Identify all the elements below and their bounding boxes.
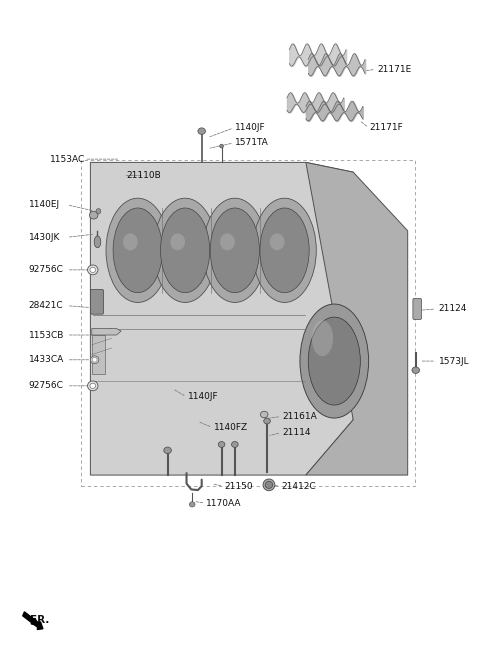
Text: 92756C: 92756C <box>29 381 64 390</box>
Ellipse shape <box>89 212 98 219</box>
Ellipse shape <box>90 356 99 364</box>
Ellipse shape <box>198 128 205 135</box>
Ellipse shape <box>231 442 238 447</box>
FancyBboxPatch shape <box>90 290 104 314</box>
Ellipse shape <box>164 447 171 453</box>
Ellipse shape <box>123 233 138 250</box>
Ellipse shape <box>260 208 309 292</box>
Text: 1571TA: 1571TA <box>235 139 269 147</box>
Ellipse shape <box>220 233 235 250</box>
Ellipse shape <box>264 418 270 424</box>
Ellipse shape <box>92 357 97 362</box>
Ellipse shape <box>253 198 316 302</box>
Text: 21110B: 21110B <box>126 171 161 180</box>
Text: 21171E: 21171E <box>377 65 411 74</box>
Ellipse shape <box>87 265 98 275</box>
Text: 1170AA: 1170AA <box>206 499 242 508</box>
Text: 21124: 21124 <box>438 304 467 313</box>
Ellipse shape <box>412 367 420 373</box>
Text: 1140FZ: 1140FZ <box>214 423 248 432</box>
Text: 1140JF: 1140JF <box>235 124 265 132</box>
Text: 1430JK: 1430JK <box>29 233 60 242</box>
Text: 1153CB: 1153CB <box>29 330 64 340</box>
Ellipse shape <box>87 381 98 391</box>
Ellipse shape <box>154 198 217 302</box>
Text: 1140EJ: 1140EJ <box>29 200 60 209</box>
Ellipse shape <box>203 198 266 302</box>
Ellipse shape <box>190 502 195 507</box>
Text: 21412C: 21412C <box>281 482 316 491</box>
Text: 1153AC: 1153AC <box>50 154 85 164</box>
Ellipse shape <box>300 304 369 418</box>
FancyArrow shape <box>23 612 43 629</box>
Ellipse shape <box>261 411 268 418</box>
Ellipse shape <box>312 321 333 356</box>
Text: 21161A: 21161A <box>282 412 317 421</box>
Polygon shape <box>92 328 121 335</box>
Ellipse shape <box>113 208 162 292</box>
Ellipse shape <box>263 479 275 491</box>
Text: 1573JL: 1573JL <box>438 357 469 365</box>
Text: 28421C: 28421C <box>29 301 63 310</box>
Text: 21150: 21150 <box>225 482 253 491</box>
Text: 1140JF: 1140JF <box>188 392 218 401</box>
Text: 92756C: 92756C <box>29 265 64 275</box>
Ellipse shape <box>106 198 169 302</box>
Polygon shape <box>306 162 408 475</box>
Ellipse shape <box>90 267 96 273</box>
Ellipse shape <box>210 208 260 292</box>
Ellipse shape <box>94 236 101 248</box>
Ellipse shape <box>96 209 101 214</box>
Text: 21171F: 21171F <box>370 124 404 132</box>
Ellipse shape <box>218 442 225 447</box>
FancyBboxPatch shape <box>413 298 421 319</box>
Polygon shape <box>90 162 353 475</box>
Ellipse shape <box>308 317 360 405</box>
Text: 21114: 21114 <box>282 428 311 437</box>
Ellipse shape <box>270 233 285 250</box>
Ellipse shape <box>90 383 96 388</box>
Text: 1433CA: 1433CA <box>29 355 64 364</box>
Ellipse shape <box>170 233 185 250</box>
Ellipse shape <box>265 482 273 488</box>
Ellipse shape <box>160 208 210 292</box>
Polygon shape <box>92 335 105 374</box>
Ellipse shape <box>220 144 224 148</box>
Text: FR.: FR. <box>30 616 49 625</box>
